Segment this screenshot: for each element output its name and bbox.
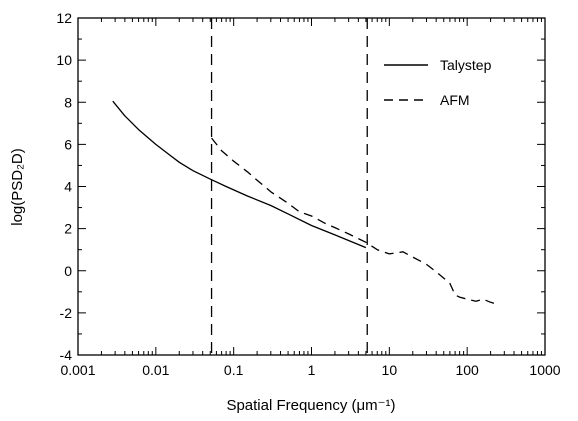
x-tick-label: 0.01 [142, 362, 169, 378]
y-tick-label: 0 [64, 263, 72, 279]
y-tick-label: 6 [64, 136, 72, 152]
axis-ticks [77, 17, 546, 356]
legend-label-afm: AFM [440, 92, 470, 108]
legend-label-talystep: Talystep [440, 57, 492, 73]
x-tick-label: 1 [308, 362, 316, 378]
y-axis-label: log(PSD₂D) [9, 148, 26, 226]
legend: Talystep AFM [384, 57, 492, 108]
series-line-talystep [112, 100, 367, 249]
x-tick-label: 0.001 [60, 362, 95, 378]
x-tick-label: 0.1 [224, 362, 244, 378]
y-tick-label: 8 [64, 94, 72, 110]
x-tick-label: 1000 [529, 362, 560, 378]
x-axis-label: Spatial Frequency (μm⁻¹) [226, 397, 395, 414]
vertical-reference-lines [210, 18, 368, 355]
y-tick-label: 10 [56, 52, 72, 68]
y-tick-label: -2 [60, 305, 73, 321]
y-tick-label: 2 [64, 221, 72, 237]
x-tick-label: 100 [455, 362, 479, 378]
y-tick-label: 12 [56, 10, 72, 26]
data-series [112, 100, 499, 306]
x-tick-label: 10 [382, 362, 398, 378]
y-tick-label: -4 [60, 347, 73, 363]
y-tick-label: 4 [64, 179, 72, 195]
axis-tick-labels: 0.001 0.01 0.1 1 10 100 1000 -4 -2 0 2 4 6 8 10 12 [56, 10, 560, 378]
series-line-afm [211, 137, 499, 306]
